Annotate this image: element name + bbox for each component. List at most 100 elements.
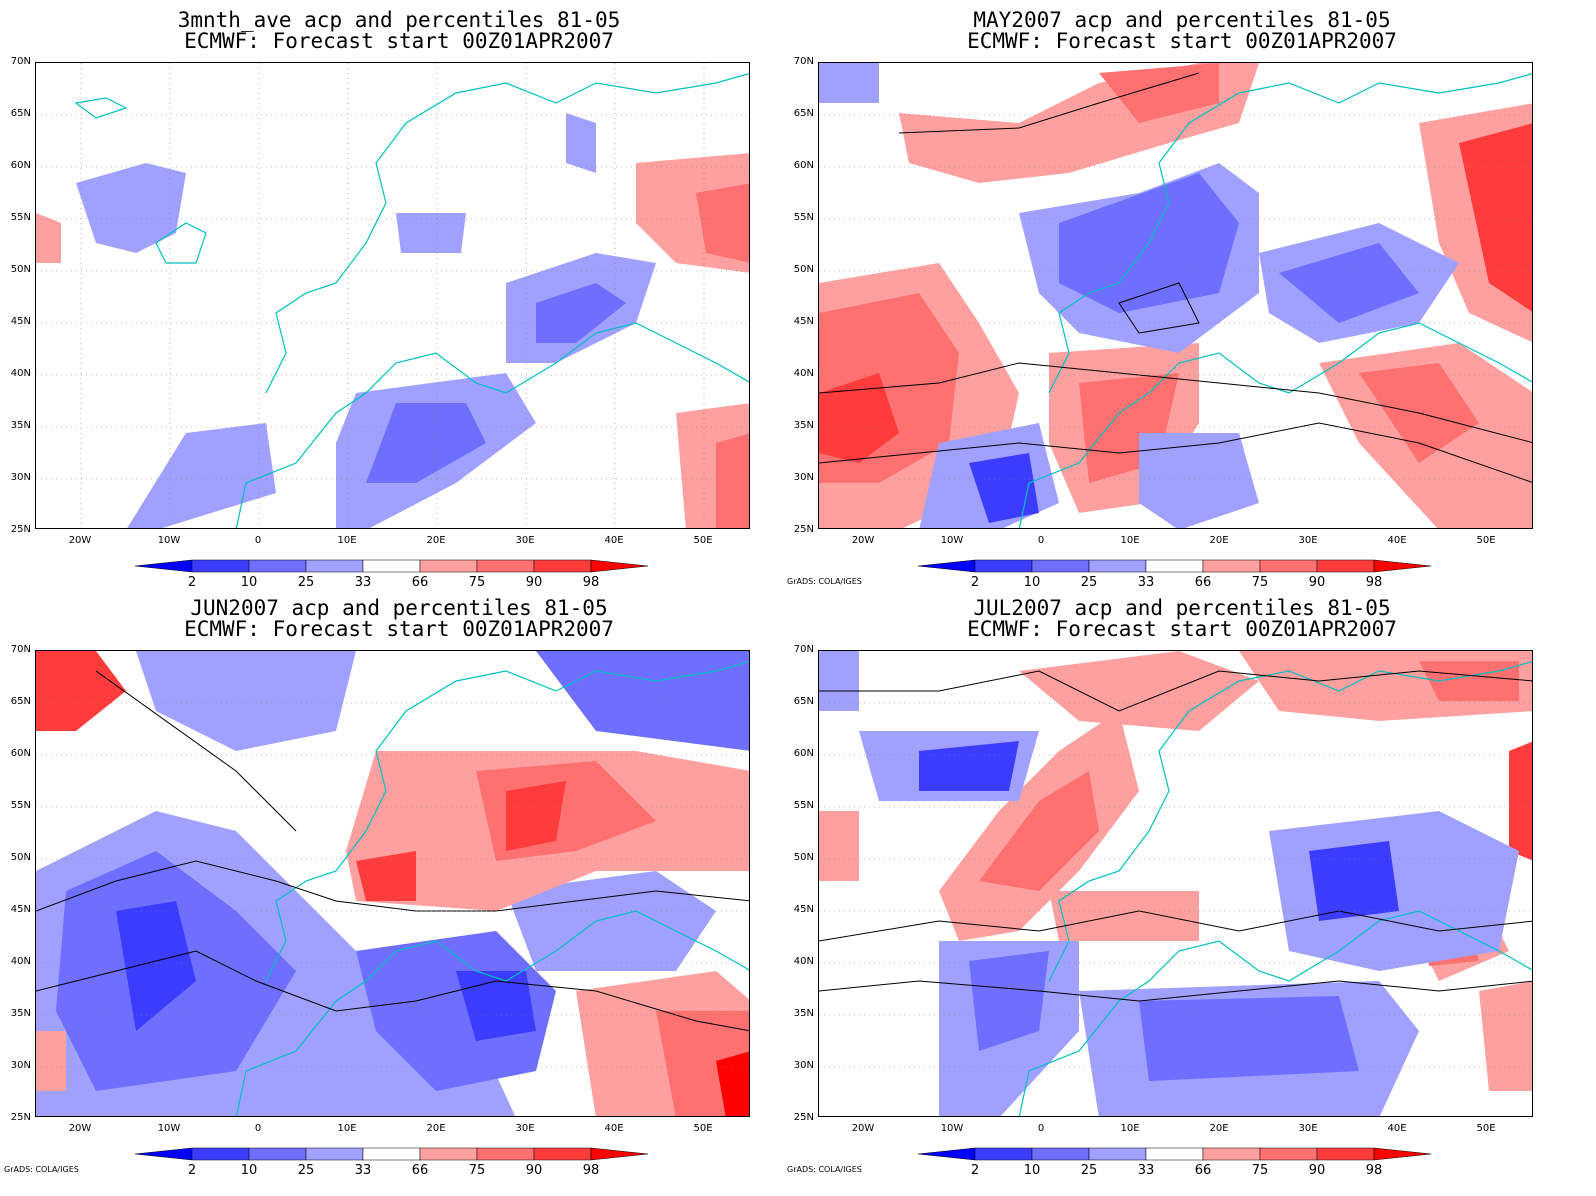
longitude-tick-label: 0 xyxy=(254,1123,262,1134)
blue-anomaly-region xyxy=(456,971,536,1041)
latitude-tick-label: 50N xyxy=(793,852,814,863)
panel-subtitle: ECMWF: Forecast start 00Z01APR2007 xyxy=(967,617,1397,641)
latitude-tick-label: 60N xyxy=(793,160,814,171)
longitude-tick-label: 30E xyxy=(515,1123,535,1134)
contour-line xyxy=(819,422,1532,483)
map-area xyxy=(818,62,1533,529)
colorbar-label: 33 xyxy=(354,1163,372,1178)
latitude-tick-label: 55N xyxy=(10,800,31,811)
contour-line xyxy=(36,950,749,1032)
latitude-tick-label: 70N xyxy=(793,644,814,655)
red-anomaly-region xyxy=(716,1051,749,1116)
colorbar-segment xyxy=(362,1147,421,1161)
blue-anomaly-region xyxy=(1139,996,1359,1081)
longitude-tick-label: 20W xyxy=(851,1123,875,1134)
colorbar-label: 90 xyxy=(1308,575,1326,590)
coastline xyxy=(265,660,749,982)
panel-title: JUN2007 acp and percentiles 81-05 xyxy=(190,596,608,620)
colorbar-label: 2 xyxy=(970,575,980,590)
red-anomaly-region xyxy=(1049,891,1199,941)
longitude-tick-label: 10E xyxy=(337,1123,357,1134)
colorbar-segment xyxy=(248,559,307,573)
latitude-tick-label: 55N xyxy=(793,800,814,811)
colorbar-segment xyxy=(135,559,193,573)
blue-anomaly-region xyxy=(536,283,626,343)
blue-anomaly-region xyxy=(116,901,196,1031)
colorbar-segment xyxy=(476,1147,535,1161)
longitude-tick-label: 20E xyxy=(1209,1123,1229,1134)
colorbar-segment xyxy=(1316,559,1375,573)
colorbar: 2 10 25 33 66 75 90 98 xyxy=(918,559,1433,590)
colorbar-segment xyxy=(305,1147,364,1161)
latitude-tick-label: 30N xyxy=(10,1060,31,1071)
colorbar-segment xyxy=(1145,1147,1204,1161)
coastline xyxy=(155,222,207,264)
latitude-tick-label: 60N xyxy=(793,748,814,759)
panel-title: JUL2007 acp and percentiles 81-05 xyxy=(973,596,1391,620)
colorbar-label: 75 xyxy=(1251,1163,1269,1178)
colorbar-label: 33 xyxy=(1137,1163,1155,1178)
coastline xyxy=(1018,322,1532,528)
blue-anomaly-region xyxy=(76,163,186,253)
coastline xyxy=(74,97,128,119)
colorbar-label: 98 xyxy=(582,575,600,590)
latitude-tick-label: 50N xyxy=(10,852,31,863)
coastline xyxy=(235,910,749,1116)
map-svg xyxy=(819,63,1532,528)
colorbar-segment xyxy=(590,559,649,573)
red-anomaly-region xyxy=(36,651,126,731)
colorbar-segment xyxy=(1031,1147,1090,1161)
latitude-tick-label: 35N xyxy=(10,1008,31,1019)
latitude-tick-label: 25N xyxy=(793,524,814,535)
red-anomaly-region xyxy=(356,851,416,901)
colorbar-label: 75 xyxy=(468,575,486,590)
colorbar-segment xyxy=(305,559,364,573)
latitude-tick-label: 45N xyxy=(793,904,814,915)
longitude-tick-label: 50E xyxy=(693,535,713,546)
colorbar-svg xyxy=(918,559,1432,573)
latitude-tick-label: 65N xyxy=(793,696,814,707)
blue-anomaly-region xyxy=(1309,841,1399,921)
colorbar-segment xyxy=(476,559,535,573)
blue-anomaly-region xyxy=(566,113,596,173)
colorbar: 2 10 25 33 66 75 90 98 xyxy=(135,1147,650,1178)
blue-anomaly-region xyxy=(819,651,859,711)
longitude-tick-label: 30E xyxy=(1298,1123,1318,1134)
longitude-tick-label: 40E xyxy=(1387,535,1407,546)
latitude-tick-label: 30N xyxy=(10,472,31,483)
longitude-tick-label: 50E xyxy=(1476,1123,1496,1134)
colorbar-label: 10 xyxy=(1023,1163,1041,1178)
longitude-tick-label: 50E xyxy=(693,1123,713,1134)
blue-anomaly-region xyxy=(506,871,716,971)
blue-anomaly-region xyxy=(969,453,1039,523)
latitude-tick-label: 40N xyxy=(10,956,31,967)
longitude-tick-label: 10W xyxy=(940,535,964,546)
colorbar-segment xyxy=(1202,559,1261,573)
blue-anomaly-region xyxy=(919,741,1019,791)
colorbar-label: 98 xyxy=(1365,1163,1383,1178)
colorbar-label: 10 xyxy=(240,575,258,590)
colorbar-label: 66 xyxy=(1194,575,1212,590)
red-anomaly-region xyxy=(1099,63,1219,123)
latitude-tick-label: 35N xyxy=(10,420,31,431)
colorbar-label: 10 xyxy=(1023,575,1041,590)
colorbar-segment xyxy=(918,559,976,573)
blue-anomaly-region xyxy=(366,403,486,483)
latitude-tick-label: 70N xyxy=(10,644,31,655)
longitude-tick-label: 0 xyxy=(1037,535,1045,546)
longitude-tick-label: 10E xyxy=(337,535,357,546)
latitude-tick-label: 30N xyxy=(793,1060,814,1071)
panel-may2007: MAY2007 acp and percentiles 81-05 ECMWF:… xyxy=(783,0,1581,598)
credit-text: GrADS: COLA/IGES xyxy=(787,1165,862,1174)
credit-text: GrADS: COLA/IGES xyxy=(787,577,862,586)
latitude-tick-label: 45N xyxy=(10,904,31,915)
longitude-tick-label: 20E xyxy=(426,1123,446,1134)
latitude-tick-label: 55N xyxy=(10,212,31,223)
longitude-tick-label: 0 xyxy=(254,535,262,546)
longitude-tick-label: 20W xyxy=(68,1123,92,1134)
map-svg xyxy=(36,63,749,528)
latitude-tick-label: 50N xyxy=(793,264,814,275)
colorbar-segment xyxy=(1088,1147,1147,1161)
blue-anomaly-region xyxy=(819,63,879,103)
colorbar-label: 90 xyxy=(525,575,543,590)
